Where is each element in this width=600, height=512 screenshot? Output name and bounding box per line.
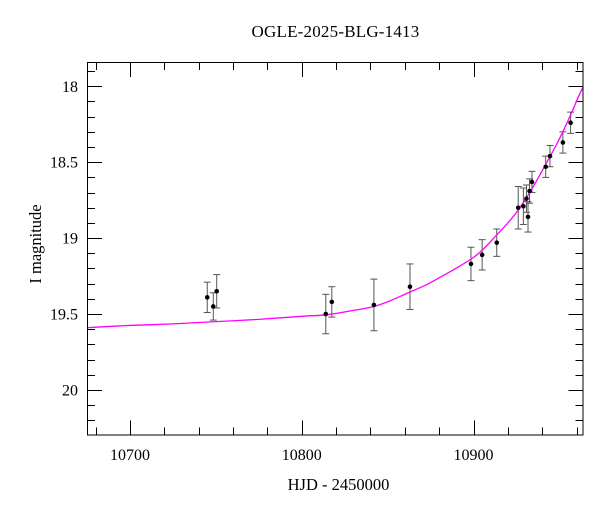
svg-text:18: 18	[62, 79, 78, 96]
x-ticks	[96, 62, 578, 436]
model-curve	[87, 86, 584, 329]
x-tick-labels: 10700 10800 10900	[110, 447, 494, 464]
data-point	[210, 304, 216, 309]
svg-text:10700: 10700	[110, 447, 150, 464]
data-point	[468, 261, 474, 267]
data-point	[543, 164, 549, 170]
y-ticks	[87, 71, 584, 421]
svg-text:20: 20	[62, 382, 78, 399]
error-bars-layer	[203, 111, 575, 335]
data-point	[204, 295, 210, 300]
data-point	[547, 153, 553, 159]
data-point	[371, 302, 377, 308]
data-point	[494, 240, 500, 245]
svg-text:10900: 10900	[454, 447, 494, 464]
plot-frame	[87, 62, 584, 436]
x-axis-label: HJD - 2450000	[287, 475, 390, 494]
chart-title: OGLE-2025-BLG-1413	[251, 22, 420, 41]
data-point	[521, 203, 526, 209]
data-point	[560, 140, 566, 145]
data-point	[515, 205, 521, 211]
data-point	[407, 284, 413, 290]
data-point	[214, 288, 220, 294]
svg-text:18.5: 18.5	[50, 155, 78, 172]
data-point	[529, 179, 535, 185]
data-point	[525, 214, 531, 220]
svg-text:19.5: 19.5	[50, 307, 78, 324]
data-point	[524, 196, 529, 201]
data-point	[323, 311, 329, 317]
data-point	[329, 299, 335, 305]
data-point	[568, 120, 573, 126]
data-points-layer	[204, 120, 573, 317]
svg-text:19: 19	[62, 231, 78, 248]
data-point	[479, 252, 485, 258]
data-point	[527, 188, 532, 194]
svg-text:10800: 10800	[282, 447, 322, 464]
y-tick-labels: 18 18.5 19 19.5 20	[50, 79, 78, 400]
